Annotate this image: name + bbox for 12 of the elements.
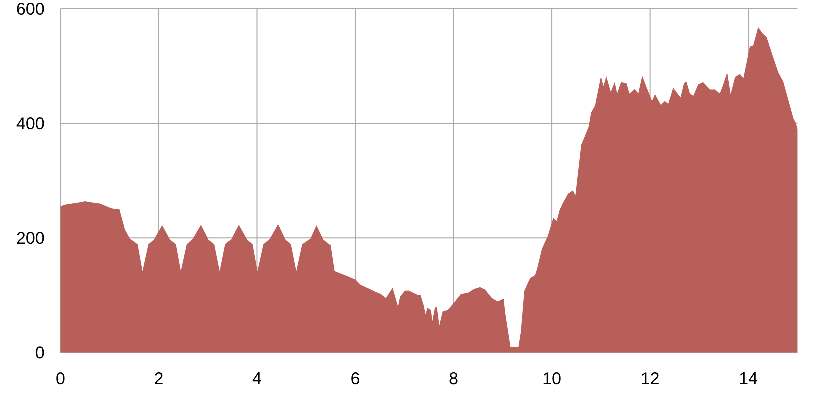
- x-tick-label: 8: [450, 372, 458, 385]
- y-tick-label: 0: [36, 346, 44, 359]
- y-tick-label: 600: [17, 2, 44, 16]
- x-tick-label: 14: [740, 372, 758, 384]
- x-tick-label: 2: [155, 372, 163, 384]
- x-tick-label: 10: [544, 372, 561, 385]
- y-tick-label: 200: [17, 232, 44, 244]
- x-tick-label: 4: [252, 372, 262, 384]
- y-tick-label: 400: [16, 118, 44, 130]
- x-tick-label: 12: [642, 372, 659, 384]
- x-tick-label: 0: [56, 372, 65, 385]
- x-tick-label: 6: [352, 372, 360, 385]
